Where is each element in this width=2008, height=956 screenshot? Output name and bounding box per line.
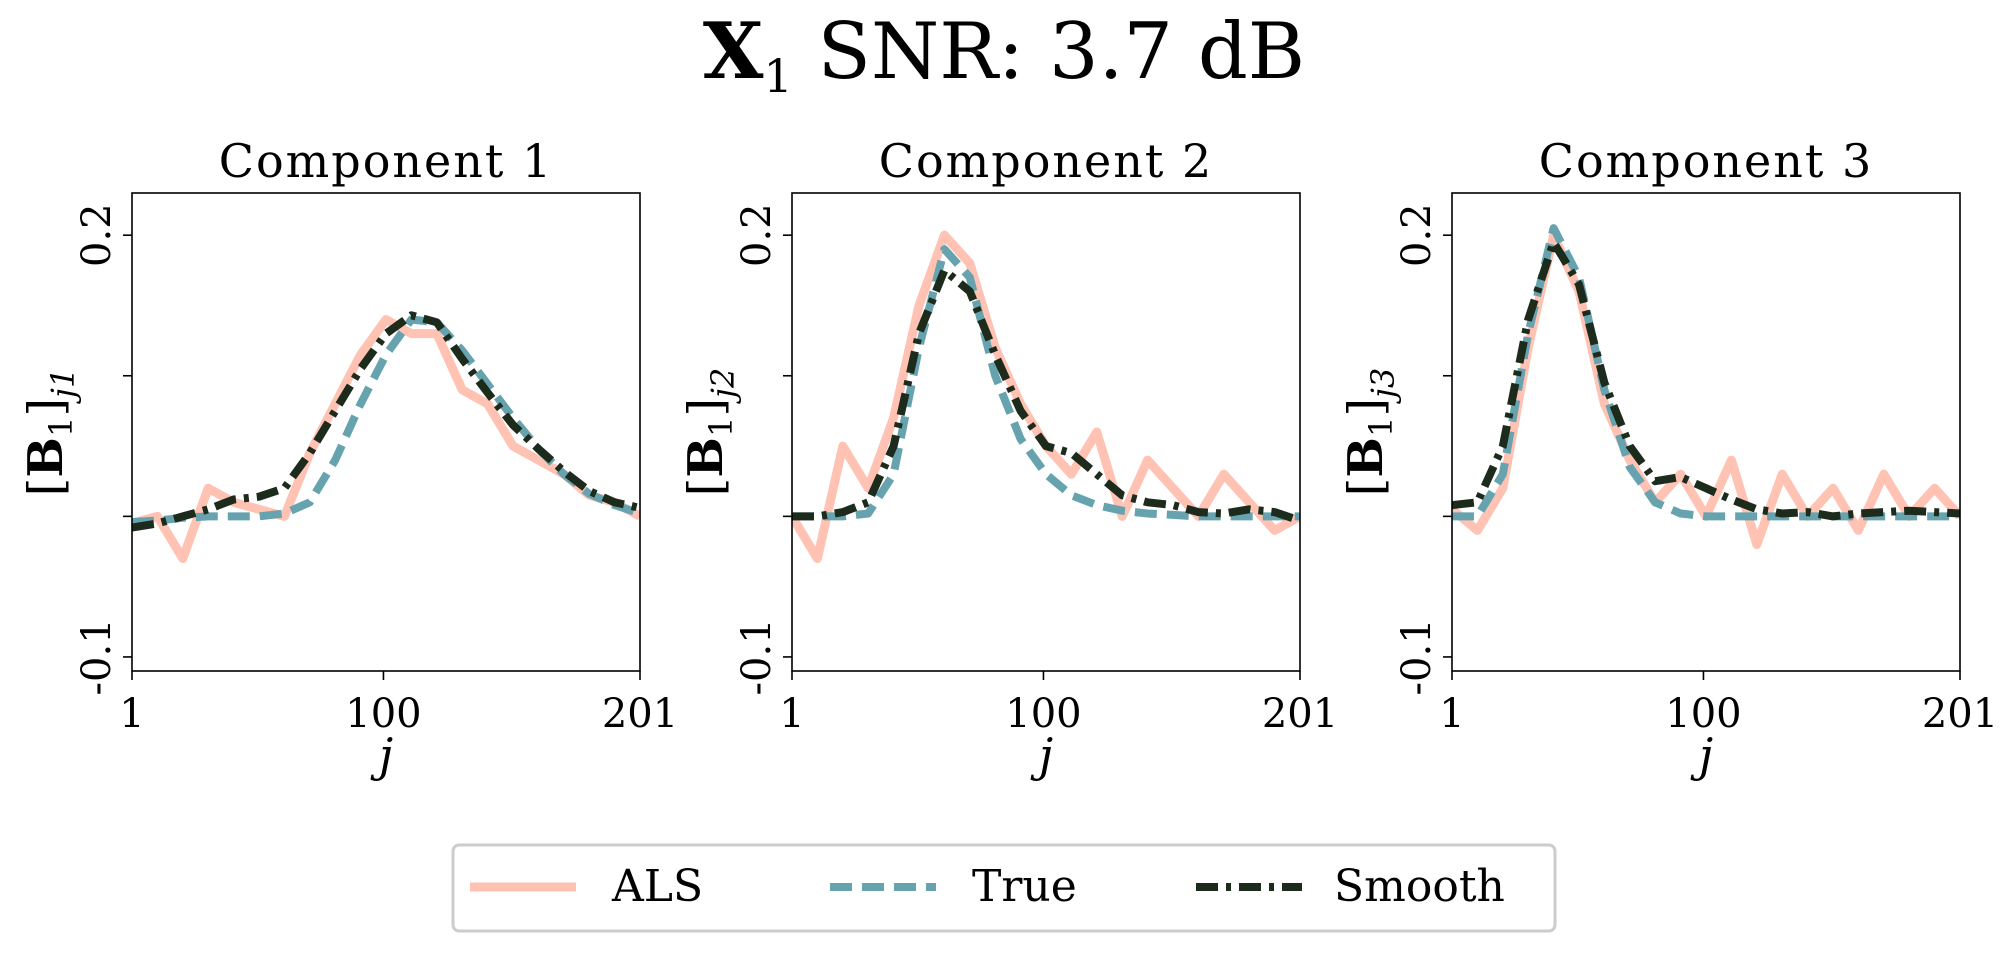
series-smooth-line bbox=[1452, 238, 1960, 521]
x-tick-label: 201 bbox=[602, 691, 678, 737]
x-tick-label: 1 bbox=[119, 691, 144, 737]
y-tick-label: -0.1 bbox=[734, 618, 780, 695]
series-group bbox=[792, 230, 1300, 563]
figure-title: X1 SNR: 3.7 dB bbox=[703, 6, 1305, 103]
subplot-title: Component 1 bbox=[219, 134, 554, 188]
axes-frame bbox=[131, 192, 641, 672]
x-tick-label: 100 bbox=[1665, 691, 1741, 737]
axes-frame bbox=[791, 192, 1301, 672]
y-axis-label: [B1]j2 bbox=[678, 368, 742, 497]
subplot-title: Component 3 bbox=[1539, 134, 1874, 188]
x-tick-label: 201 bbox=[1262, 691, 1338, 737]
series-als-line bbox=[132, 315, 640, 563]
series-smooth-line bbox=[132, 311, 640, 532]
series-group bbox=[132, 311, 640, 563]
x-tick-label: 100 bbox=[1005, 691, 1081, 737]
y-tick-label: 0.2 bbox=[734, 203, 780, 267]
y-tick-label: -0.1 bbox=[74, 618, 120, 695]
figure-title-rest: SNR: 3.7 dB bbox=[793, 7, 1305, 97]
figure-title-subscript: 1 bbox=[763, 49, 792, 103]
legend-label-smooth: Smooth bbox=[1334, 861, 1505, 912]
series-group bbox=[1452, 224, 1960, 549]
series-true-line bbox=[792, 245, 1300, 521]
axes-frame bbox=[1451, 192, 1961, 672]
x-tick-label: 201 bbox=[1922, 691, 1998, 737]
figure-title-matrix: X bbox=[703, 6, 764, 97]
legend: ALS True Smooth bbox=[451, 843, 1557, 933]
series-smooth-line bbox=[792, 266, 1300, 525]
legend-label-als: ALS bbox=[611, 861, 703, 912]
x-tick-label: 100 bbox=[345, 691, 421, 737]
legend-label-true: True bbox=[972, 861, 1077, 912]
y-axis-label: [B1]j3 bbox=[1338, 368, 1402, 497]
y-tick-label: -0.1 bbox=[1394, 618, 1440, 695]
x-tick-label: 1 bbox=[1439, 691, 1464, 737]
y-tick-label: 0.2 bbox=[1394, 203, 1440, 267]
y-tick-label: 0.2 bbox=[74, 203, 120, 267]
legend-frame bbox=[451, 843, 1557, 933]
y-axis-label: [B1]j1 bbox=[18, 368, 82, 497]
series-true-line bbox=[132, 315, 640, 526]
x-tick-label: 1 bbox=[779, 691, 804, 737]
subplot-title: Component 2 bbox=[879, 134, 1214, 188]
